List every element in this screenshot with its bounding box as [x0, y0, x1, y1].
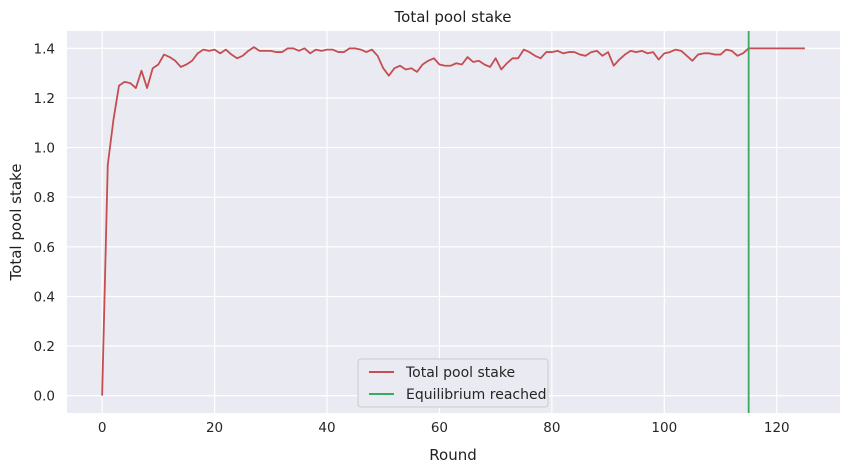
plot-area [67, 31, 840, 413]
legend-label-pool-stake: Total pool stake [405, 365, 515, 381]
y-tick-label: 0.0 [34, 389, 55, 405]
pool-stake-line [101, 46, 805, 396]
y-tick-label: 0.4 [34, 289, 55, 305]
series-layer [101, 31, 805, 413]
legend-box [357, 358, 549, 408]
y-tick-label: 1.0 [34, 141, 55, 157]
x-tick-label: 60 [431, 420, 448, 436]
x-tick-label: 20 [206, 420, 223, 436]
x-tick-label: 100 [651, 420, 677, 436]
x-tick-label: 40 [318, 420, 335, 436]
legend-label-equilibrium: Equilibrium reached [406, 387, 546, 403]
x-tick-label: 0 [98, 420, 107, 436]
grid [67, 31, 840, 413]
x-tick-label: 120 [764, 420, 790, 436]
y-tick-label: 0.8 [34, 190, 55, 206]
y-tick-label: 0.2 [34, 339, 55, 355]
y-tick-label: 1.2 [34, 91, 55, 107]
y-tick-label: 0.6 [34, 240, 55, 256]
legend: Total pool stake Equilibrium reached [357, 358, 549, 408]
y-tick-label: 1.4 [34, 41, 55, 57]
tick-labels: 0 20 40 60 80 100 120 0.0 0.2 0.4 0.6 0.8 1.0 1.2 1.4 [34, 41, 790, 436]
x-axis-label: Round [429, 446, 476, 464]
y-axis-label: Total pool stake [7, 164, 25, 282]
x-tick-label: 80 [543, 420, 560, 436]
chart-title: Total pool stake [394, 8, 512, 26]
